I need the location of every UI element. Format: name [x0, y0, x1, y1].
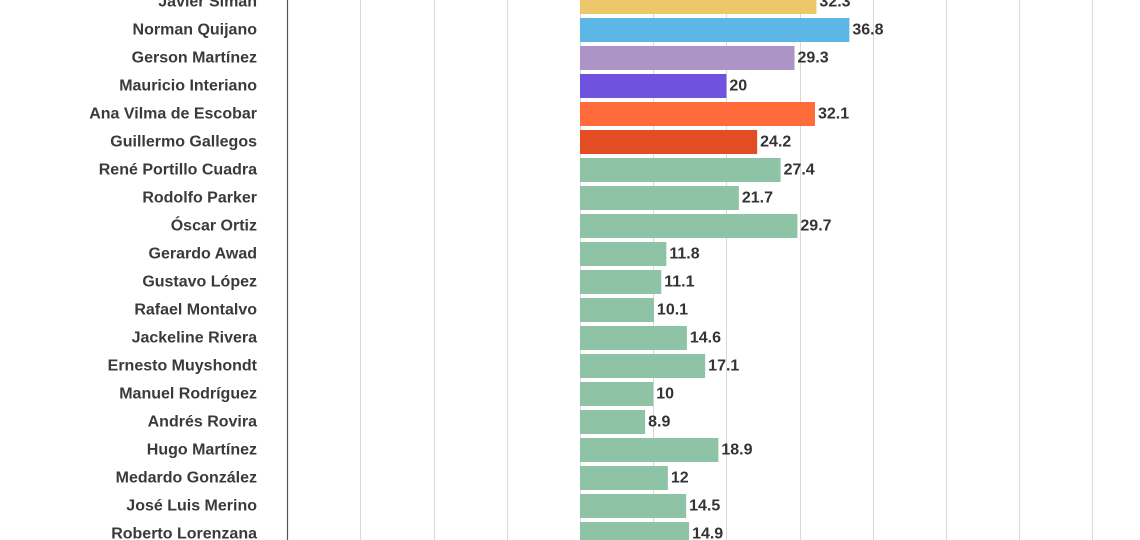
category-label-5: Ana Vilma de Escobar [89, 106, 257, 123]
bar-5 [580, 102, 815, 126]
bar-12 [580, 298, 654, 322]
value-label-10: 11.8 [669, 246, 699, 263]
category-label-11: Gustavo López [142, 274, 257, 291]
bar-20 [580, 522, 690, 540]
value-label-5: 32.1 [818, 106, 849, 123]
bar-9 [580, 214, 798, 238]
value-label-20: 14.9 [692, 526, 723, 540]
value-label-19: 14.5 [689, 498, 720, 515]
bar-4 [580, 74, 727, 98]
category-label-16: Andrés Rovira [148, 414, 257, 431]
bar-16 [580, 410, 646, 434]
category-label-12: Rafael Montalvo [134, 302, 257, 319]
value-label-13: 14.6 [690, 330, 721, 347]
value-label-1: 32.3 [819, 0, 850, 11]
category-label-19: José Luis Merino [126, 498, 257, 515]
value-label-2: 36.8 [852, 22, 883, 39]
bar-14 [580, 354, 706, 378]
category-label-2: Norman Quijano [133, 22, 258, 39]
bar-7 [580, 158, 781, 182]
value-label-9: 29.7 [800, 218, 831, 235]
bar-1 [580, 0, 817, 14]
value-label-3: 29.3 [797, 50, 828, 67]
category-label-17: Hugo Martínez [147, 442, 257, 459]
bar-19 [580, 494, 687, 518]
value-label-11: 11.1 [664, 274, 694, 291]
category-label-15: Manuel Rodríguez [119, 386, 257, 403]
category-label-20: Roberto Lorenzana [111, 526, 257, 540]
bar-13 [580, 326, 687, 350]
category-label-3: Gerson Martínez [132, 50, 257, 67]
value-label-14: 17.1 [708, 358, 739, 375]
category-label-8: Rodolfo Parker [142, 190, 257, 207]
value-label-7: 27.4 [784, 162, 815, 179]
value-label-4: 20 [729, 78, 747, 95]
bar-2 [580, 18, 850, 42]
category-label-14: Ernesto Muyshondt [108, 358, 258, 375]
category-label-6: Guillermo Gallegos [110, 134, 257, 151]
value-label-16: 8.9 [648, 414, 670, 431]
category-label-1: Javier Simán [158, 0, 257, 11]
value-label-15: 10 [656, 386, 674, 403]
category-label-9: Óscar Ortiz [171, 216, 257, 235]
category-label-7: René Portillo Cuadra [99, 162, 257, 179]
category-label-13: Jackeline Rivera [132, 330, 258, 347]
bar-17 [580, 438, 719, 462]
value-label-18: 12 [671, 470, 689, 487]
category-label-10: Gerardo Awad [149, 246, 257, 263]
category-label-18: Medardo González [116, 470, 257, 487]
category-label-4: Mauricio Interiano [119, 78, 257, 95]
bar-8 [580, 186, 739, 210]
value-label-6: 24.2 [760, 134, 791, 151]
bar-10 [580, 242, 667, 266]
value-label-8: 21.7 [742, 190, 773, 207]
bar-18 [580, 466, 668, 490]
value-label-12: 10.1 [657, 302, 688, 319]
bar-11 [580, 270, 662, 294]
bar-15 [580, 382, 654, 406]
value-label-17: 18.9 [721, 442, 752, 459]
bar-3 [580, 46, 795, 70]
bar-6 [580, 130, 758, 154]
